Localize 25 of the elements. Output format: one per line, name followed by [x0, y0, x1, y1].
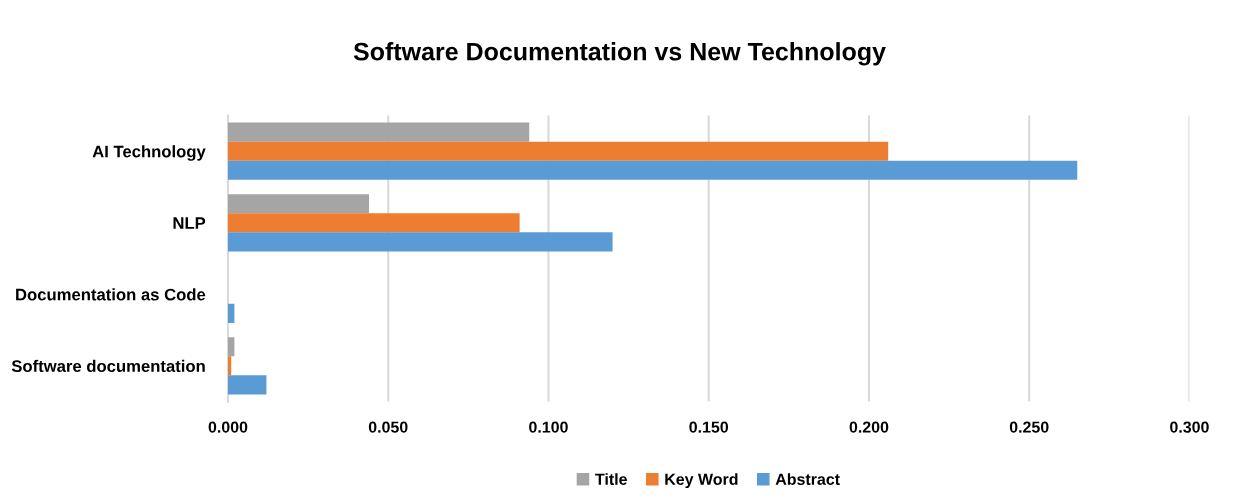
bar	[227, 356, 232, 376]
x-tick-label: 0.250	[1009, 421, 1049, 433]
x-tick-label: 0.200	[849, 421, 889, 433]
bar	[227, 160, 1078, 180]
x-tick-label: 0.300	[1170, 421, 1209, 433]
y-tick-label: Software documentation	[11, 359, 205, 373]
bar	[227, 303, 235, 323]
legend-label: Abstract	[775, 473, 840, 485]
bar	[227, 337, 235, 357]
bar	[227, 141, 889, 161]
y-tick-label: AI Technology	[92, 145, 206, 161]
legend-label: Title	[595, 473, 627, 485]
y-tick-label: Documentation as Code	[16, 288, 206, 301]
x-tick-label: 0.150	[689, 421, 729, 433]
bar	[227, 213, 520, 233]
bar	[227, 194, 369, 214]
x-tick-label: 0.050	[368, 421, 408, 433]
x-tick-label: 0.100	[529, 421, 568, 433]
bar	[227, 375, 267, 395]
legend-label: Key Word	[665, 473, 738, 489]
y-tick-label: NLP	[173, 217, 206, 229]
bar	[227, 122, 530, 142]
x-tick-label: 0.000	[208, 421, 248, 433]
bar	[227, 232, 613, 252]
chart-title: Software Documentation vs New Technology	[353, 42, 886, 66]
